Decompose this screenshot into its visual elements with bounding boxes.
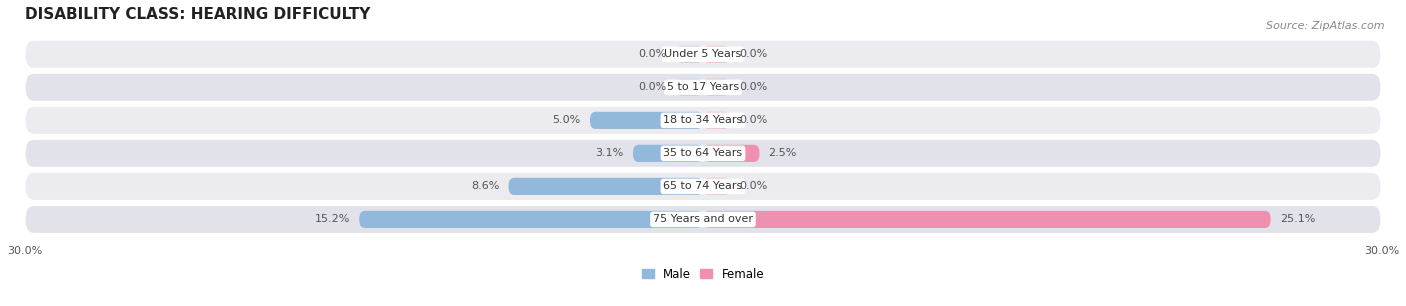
FancyBboxPatch shape bbox=[24, 40, 1382, 69]
FancyBboxPatch shape bbox=[24, 172, 1382, 201]
Text: Under 5 Years: Under 5 Years bbox=[665, 49, 741, 59]
FancyBboxPatch shape bbox=[509, 178, 703, 195]
Text: 8.6%: 8.6% bbox=[471, 181, 499, 191]
Text: 35 to 64 Years: 35 to 64 Years bbox=[664, 148, 742, 159]
FancyBboxPatch shape bbox=[703, 46, 730, 63]
Text: 0.0%: 0.0% bbox=[740, 49, 768, 59]
Legend: Male, Female: Male, Female bbox=[641, 268, 765, 281]
Text: 65 to 74 Years: 65 to 74 Years bbox=[664, 181, 742, 191]
Text: 15.2%: 15.2% bbox=[315, 215, 350, 224]
FancyBboxPatch shape bbox=[703, 178, 730, 195]
Text: 2.5%: 2.5% bbox=[769, 148, 797, 159]
FancyBboxPatch shape bbox=[24, 205, 1382, 234]
FancyBboxPatch shape bbox=[703, 145, 759, 162]
Text: 0.0%: 0.0% bbox=[638, 82, 666, 92]
FancyBboxPatch shape bbox=[676, 46, 703, 63]
Text: 25.1%: 25.1% bbox=[1279, 215, 1315, 224]
Text: Source: ZipAtlas.com: Source: ZipAtlas.com bbox=[1267, 21, 1385, 32]
Text: 5 to 17 Years: 5 to 17 Years bbox=[666, 82, 740, 92]
Text: 0.0%: 0.0% bbox=[638, 49, 666, 59]
FancyBboxPatch shape bbox=[703, 211, 1271, 228]
Text: 0.0%: 0.0% bbox=[740, 82, 768, 92]
Text: 0.0%: 0.0% bbox=[740, 181, 768, 191]
FancyBboxPatch shape bbox=[703, 79, 730, 96]
FancyBboxPatch shape bbox=[24, 139, 1382, 168]
FancyBboxPatch shape bbox=[24, 73, 1382, 102]
FancyBboxPatch shape bbox=[703, 112, 730, 129]
FancyBboxPatch shape bbox=[633, 145, 703, 162]
Text: 3.1%: 3.1% bbox=[596, 148, 624, 159]
FancyBboxPatch shape bbox=[676, 79, 703, 96]
FancyBboxPatch shape bbox=[360, 211, 703, 228]
Text: 75 Years and over: 75 Years and over bbox=[652, 215, 754, 224]
Text: 18 to 34 Years: 18 to 34 Years bbox=[664, 115, 742, 125]
FancyBboxPatch shape bbox=[24, 106, 1382, 135]
Text: 0.0%: 0.0% bbox=[740, 115, 768, 125]
FancyBboxPatch shape bbox=[591, 112, 703, 129]
Text: 5.0%: 5.0% bbox=[553, 115, 581, 125]
Text: DISABILITY CLASS: HEARING DIFFICULTY: DISABILITY CLASS: HEARING DIFFICULTY bbox=[24, 7, 370, 22]
